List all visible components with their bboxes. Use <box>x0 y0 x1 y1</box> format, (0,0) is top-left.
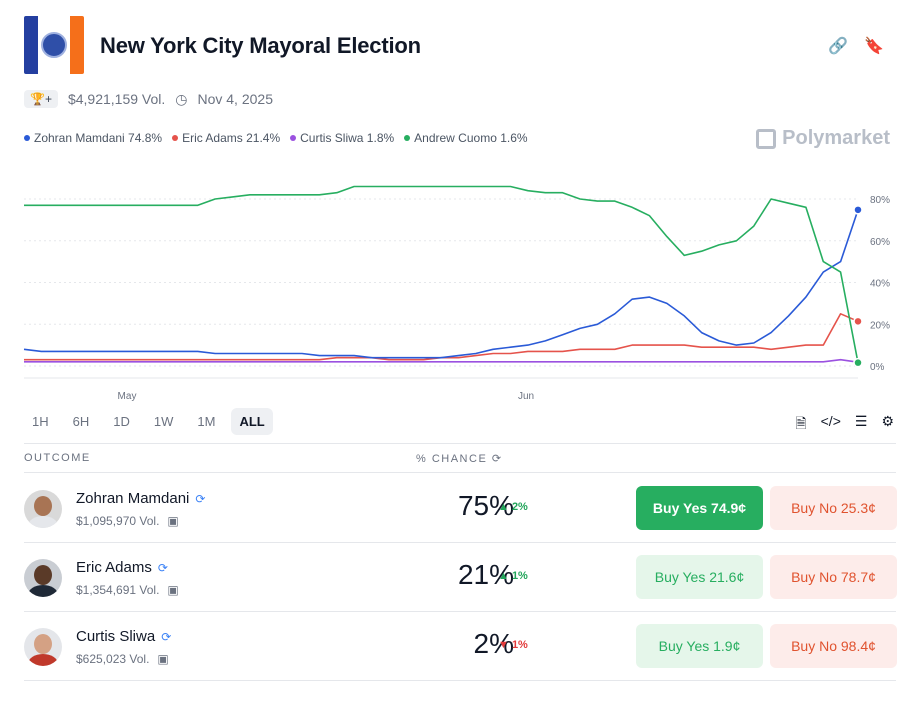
x-tick-label: May <box>118 391 137 402</box>
outcome-chance: 21% <box>457 559 514 590</box>
market-volume: $4,921,159 Vol. <box>67 91 166 107</box>
series-line <box>24 185 859 363</box>
chance-delta: ▲ 1% <box>498 570 528 582</box>
polymarket-logo: Polymarket <box>756 127 890 150</box>
series-line <box>24 313 859 361</box>
chart-svg: 80% 60% 40% 20% 0% May Jun <box>23 185 890 402</box>
range-6h[interactable]: 6H <box>72 414 90 429</box>
legend-item-sliwa: Curtis Sliwa 1.8% <box>290 131 394 145</box>
x-tick-label: Jun <box>518 391 534 402</box>
table-row: Eric Adams ⟳ $1,354,691 Vol. ▣ 21% ▲ 1% Bu… <box>24 543 897 612</box>
sliders-icon[interactable]: ☰ <box>854 413 868 429</box>
range-all[interactable]: ALL <box>231 408 273 435</box>
chance-delta: ▼ 1% <box>498 639 528 651</box>
polymarket-icon <box>756 128 777 149</box>
range-1m[interactable]: 1M <box>197 414 216 429</box>
outcome-name: Eric Adams ⟳ <box>76 559 168 576</box>
outcome-name: Curtis Sliwa ⟳ <box>76 628 172 645</box>
header-actions: 🔗 🔖 <box>828 36 884 56</box>
avatar <box>24 628 62 666</box>
series-line <box>24 358 859 363</box>
table-row: Curtis Sliwa ⟳ $625,023 Vol. ▣ 2% ▼ 1% Buy… <box>24 612 897 681</box>
range-1w[interactable]: 1W <box>153 414 174 429</box>
chart-legend: Zohran Mamdani 74.8% Eric Adams 21.4% Cu… <box>24 131 528 145</box>
range-1h[interactable]: 1H <box>32 414 49 429</box>
clock-icon: ◷ <box>175 90 188 107</box>
buy-yes-button[interactable]: Buy Yes 74.9¢ <box>636 486 763 530</box>
market-header: New York City Mayoral Election 🔗 🔖 <box>24 16 884 76</box>
bookmark-icon[interactable]: 🔖 <box>864 38 884 55</box>
buy-no-button[interactable]: Buy No 98.4¢ <box>770 624 897 668</box>
refresh-icon[interactable]: ⟳ <box>491 453 503 465</box>
avatar <box>24 490 62 528</box>
range-1d[interactable]: 1D <box>113 414 130 429</box>
market-meta: 🏆+ $4,921,159 Vol. ◷ Nov 4, 2025 <box>24 90 273 108</box>
link-icon[interactable]: 🔗 <box>828 38 849 55</box>
outcome-chance: 75% <box>457 490 514 521</box>
price-chart[interactable]: 80% 60% 40% 20% 0% May Jun <box>0 170 904 410</box>
outcome-volume: $1,354,691 Vol. ▣ <box>76 583 179 597</box>
page-title: New York City Mayoral Election <box>100 33 421 58</box>
y-tick-label: 0% <box>870 362 885 373</box>
chance-delta: ▲ 2% <box>498 501 528 513</box>
avatar <box>24 559 62 597</box>
col-outcome: OUTCOME <box>24 452 91 464</box>
verified-icon: ⟳ <box>195 491 206 506</box>
gear-icon[interactable]: ⚙ <box>881 413 894 429</box>
time-range-tabs: 1H 6H 1D 1W 1M ALL <box>24 408 273 435</box>
y-tick-label: 40% <box>870 279 890 290</box>
document-icon[interactable]: 🗎 <box>795 415 807 431</box>
verified-icon: ⟳ <box>157 560 168 575</box>
series-endpoint <box>853 357 863 368</box>
series-endpoint <box>853 205 863 215</box>
legend-item-mamdani: Zohran Mamdani 74.8% <box>24 131 162 145</box>
series-endpoint <box>853 316 863 327</box>
y-tick-label: 20% <box>870 320 890 331</box>
outcome-chance: 2% <box>473 628 514 659</box>
table-header: OUTCOME % CHANCE ⟳ <box>24 443 896 473</box>
legend-item-adams: Eric Adams 21.4% <box>172 131 280 145</box>
series-line <box>23 209 859 359</box>
legend-item-cuomo: Andrew Cuomo 1.6% <box>404 131 528 145</box>
verified-icon: ⟳ <box>161 629 172 644</box>
y-tick-label: 60% <box>870 237 890 248</box>
chart-tools: 🗎 </> ☰ ⚙ <box>795 413 894 437</box>
nyc-flag-logo <box>24 16 84 74</box>
outcome-name: Zohran Mamdani ⟳ <box>76 490 206 507</box>
buy-no-button[interactable]: Buy No 25.3¢ <box>770 486 897 530</box>
y-tick-label: 80% <box>870 195 890 206</box>
buy-yes-button[interactable]: Buy Yes 1.9¢ <box>636 624 763 668</box>
gift-icon[interactable]: ▣ <box>157 652 169 666</box>
col-chance: % CHANCE ⟳ <box>416 453 503 465</box>
market-date: Nov 4, 2025 <box>197 91 273 107</box>
seal-icon <box>41 32 67 58</box>
embed-icon[interactable]: </> <box>820 413 841 429</box>
trophy-icon[interactable]: 🏆+ <box>24 90 58 108</box>
outcome-volume: $625,023 Vol. ▣ <box>76 652 169 666</box>
outcome-volume: $1,095,970 Vol. ▣ <box>76 514 179 528</box>
table-row: Zohran Mamdani ⟳ $1,095,970 Vol. ▣ 75% ▲ 2… <box>24 474 897 543</box>
buy-no-button[interactable]: Buy No 78.7¢ <box>770 555 897 599</box>
buy-yes-button[interactable]: Buy Yes 21.6¢ <box>636 555 763 599</box>
gift-icon[interactable]: ▣ <box>167 514 179 528</box>
gift-icon[interactable]: ▣ <box>167 583 179 597</box>
